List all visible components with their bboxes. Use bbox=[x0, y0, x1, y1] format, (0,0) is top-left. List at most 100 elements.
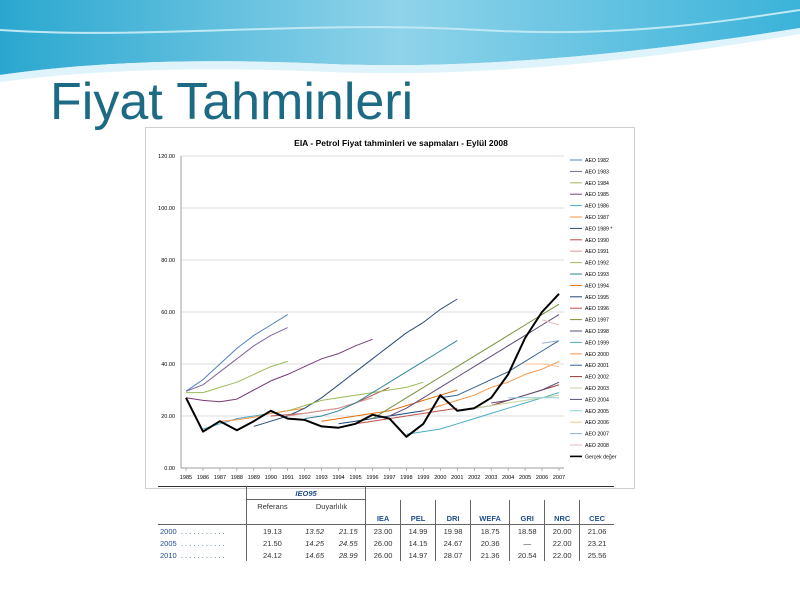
x-tick-label: 2007 bbox=[553, 475, 565, 481]
x-tick-label: 1997 bbox=[383, 475, 395, 481]
chart-title: EIA - Petrol Fiyat tahminleri ve sapmala… bbox=[294, 138, 508, 148]
x-tick-label: 1995 bbox=[349, 475, 361, 481]
chart-legend: AEO 1982 AEO 1983 AEO 1984 AEO 1985 AEO 1986… bbox=[570, 158, 617, 460]
legend-entry: AEO 2000 bbox=[585, 352, 609, 358]
cell: — bbox=[509, 537, 545, 549]
y-tick-label: 0.00 bbox=[164, 466, 175, 472]
y-axis-ticks: 0.00 20.00 40.00 60.00 80.00 100.00 120.00 bbox=[158, 154, 175, 472]
series-line bbox=[287, 397, 373, 417]
table-row: 2010 . . . . . . . . . . . 24.12 14.65 28.9… bbox=[158, 549, 614, 561]
series-line bbox=[541, 319, 560, 326]
col-header: DRI bbox=[435, 512, 471, 525]
series-line bbox=[185, 338, 373, 403]
col-header: CEC bbox=[579, 512, 614, 525]
y-tick-label: 40.00 bbox=[161, 362, 175, 368]
cell: 21.50 bbox=[245, 537, 298, 549]
legend-entry: AEO 1993 bbox=[585, 272, 609, 278]
legend-entry: Gerçek değer bbox=[585, 454, 617, 460]
header-wave bbox=[0, 0, 800, 82]
cell: 26.00 bbox=[365, 537, 401, 549]
cell: 24.55 bbox=[338, 538, 358, 548]
cell: 14.15 bbox=[400, 537, 436, 549]
ieo95-header: IEO95 bbox=[245, 486, 366, 500]
legend-entry: AEO 2008 bbox=[585, 443, 609, 449]
legend-entry: AEO 1991 bbox=[585, 249, 609, 255]
col-header: GRI bbox=[509, 512, 545, 525]
legend-entry: AEO 1984 bbox=[585, 181, 609, 187]
legend-entry: AEO 1994 bbox=[585, 283, 609, 289]
series-line bbox=[525, 363, 560, 368]
legend-entry: AEO 1995 bbox=[585, 295, 609, 301]
y-tick-label: 80.00 bbox=[161, 258, 175, 264]
legend-entry: AEO 2006 bbox=[585, 420, 609, 426]
cell: 26.00 bbox=[365, 549, 401, 561]
x-tick-label: 2004 bbox=[502, 475, 514, 481]
legend-entry: AEO 1989 * bbox=[585, 226, 612, 232]
y-tick-label: 100.00 bbox=[158, 206, 175, 212]
cell: 19.13 bbox=[245, 524, 298, 537]
cell: 14.65 bbox=[305, 550, 325, 560]
cell: 22.00 bbox=[544, 537, 580, 549]
cell: 18.58 bbox=[509, 524, 545, 537]
x-tick-label: 1994 bbox=[332, 475, 344, 481]
y-tick-label: 20.00 bbox=[161, 414, 175, 420]
referans-header: Referans bbox=[245, 499, 298, 512]
chart-series bbox=[185, 293, 560, 438]
x-tick-label: 1993 bbox=[316, 475, 328, 481]
x-tick-label: 2000 bbox=[434, 475, 446, 481]
legend-entry: AEO 1992 bbox=[585, 261, 609, 267]
series-line bbox=[304, 340, 458, 420]
series-line bbox=[185, 293, 560, 438]
x-tick-label: 1999 bbox=[417, 475, 429, 481]
series-line bbox=[440, 340, 560, 399]
col-header: WEFA bbox=[470, 512, 510, 525]
legend-entry: AEO 1999 bbox=[585, 340, 609, 346]
series-line bbox=[474, 394, 560, 409]
row-year: 2010 . . . . . . . . . . . bbox=[160, 550, 225, 560]
legend-entry: AEO 1985 bbox=[585, 192, 609, 198]
x-tick-label: 1985 bbox=[180, 475, 192, 481]
cell: 23.00 bbox=[365, 524, 401, 537]
legend-entry: AEO 1990 bbox=[585, 238, 609, 244]
x-axis-ticks: 1985 1986 1987 1988 1989 1990 1991 1992 1993 1994… bbox=[180, 468, 565, 481]
x-tick-label: 1990 bbox=[265, 475, 277, 481]
cell: 20.00 bbox=[544, 524, 580, 537]
legend-entry: AEO 2007 bbox=[585, 432, 609, 438]
series-line bbox=[491, 381, 560, 404]
cell: 14.25 bbox=[305, 538, 325, 548]
legend-entry: AEO 1998 bbox=[585, 329, 609, 335]
cell: 19.98 bbox=[435, 524, 471, 537]
legend-entry: AEO 2005 bbox=[585, 409, 609, 415]
duyarlilik-header: Duyarlılık bbox=[315, 501, 348, 511]
cell: 25.56 bbox=[579, 549, 614, 561]
x-tick-label: 2006 bbox=[536, 475, 548, 481]
x-tick-label: 2001 bbox=[451, 475, 463, 481]
row-year: 2005 . . . . . . . . . . . bbox=[160, 538, 225, 548]
cell: 24.67 bbox=[435, 537, 471, 549]
cell: 21.06 bbox=[579, 524, 614, 537]
x-tick-label: 2005 bbox=[519, 475, 531, 481]
cell: 18.75 bbox=[470, 524, 510, 537]
x-tick-label: 2002 bbox=[468, 475, 480, 481]
x-tick-label: 1987 bbox=[214, 475, 226, 481]
col-header: IEA bbox=[365, 512, 401, 525]
legend-entry: AEO 2003 bbox=[585, 386, 609, 392]
x-tick-label: 1992 bbox=[299, 475, 311, 481]
cell: 28.07 bbox=[435, 549, 471, 561]
table-row: 2000 . . . . . . . . . . . 19.13 13.52 21.1… bbox=[158, 524, 614, 537]
series-line bbox=[185, 314, 288, 392]
series-line bbox=[406, 392, 560, 435]
x-tick-label: 1989 bbox=[248, 475, 260, 481]
x-tick-label: 2003 bbox=[485, 475, 497, 481]
series-line bbox=[321, 389, 458, 422]
x-tick-label: 1986 bbox=[197, 475, 209, 481]
cell: 28.99 bbox=[338, 550, 358, 560]
row-year: 2000 . . . . . . . . . . . bbox=[160, 526, 225, 536]
x-tick-label: 1996 bbox=[366, 475, 378, 481]
legend-entry: AEO 1983 bbox=[585, 169, 609, 175]
cell: 21.36 bbox=[470, 549, 510, 561]
cell: 24.12 bbox=[245, 549, 298, 561]
slide-title: Fiyat Tahminleri bbox=[50, 73, 414, 131]
oil-price-chart: EIA - Petrol Fiyat tahminleri ve sapmala… bbox=[145, 127, 635, 489]
cell: 14.97 bbox=[400, 549, 436, 561]
